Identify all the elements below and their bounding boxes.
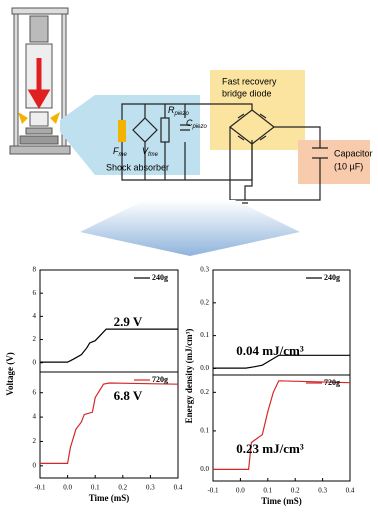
y-tick-label: 0.2 xyxy=(200,298,209,306)
x-tick-label: 0.0 xyxy=(236,487,245,495)
annotation: 0.23 mJ/cm³ xyxy=(236,441,304,456)
y-tick-label: 0.0 xyxy=(200,465,209,473)
x-tick-label: 0.0 xyxy=(63,484,72,492)
data-line xyxy=(213,354,350,369)
y-tick-label: 0.0 xyxy=(200,364,209,372)
x-axis-label: Time (mS) xyxy=(261,496,302,506)
diagram-labels: Fast recovery bridge diode Rpiezo Cpiezo… xyxy=(106,76,373,172)
plot-frame xyxy=(39,269,179,373)
absorber-label: Shock absorber xyxy=(106,162,169,172)
annotation: 2.9 V xyxy=(114,314,143,329)
flow-arrow xyxy=(80,200,300,256)
capacitor-label: (10 µF) xyxy=(334,161,363,171)
legend-label: 240g xyxy=(152,273,168,282)
capacitor-region xyxy=(298,140,370,184)
y-tick-label: 0 xyxy=(33,358,37,366)
y-tick-label: 4 xyxy=(33,312,37,320)
annotation: 0.04 mJ/cm³ xyxy=(236,343,304,358)
legend-label: 240g xyxy=(324,273,340,282)
data-line xyxy=(213,380,351,470)
impact-arrow xyxy=(27,58,51,109)
legend-label: 720g xyxy=(324,378,340,387)
x-tick-label: 0.2 xyxy=(291,487,300,495)
y-tick-label: 8 xyxy=(33,266,37,274)
circuit xyxy=(118,103,328,204)
x-tick-label: 0.3 xyxy=(318,487,327,495)
y-tick-label: 0.1 xyxy=(200,427,209,435)
force-label: Fme xyxy=(113,146,127,157)
y-tick-label: 0 xyxy=(33,461,37,469)
marker xyxy=(50,112,60,124)
y-axis-label: Voltage (V) xyxy=(5,352,15,395)
plot-frame xyxy=(39,371,179,479)
bridge-label: bridge diode xyxy=(222,88,272,98)
annotation: 6.8 V xyxy=(114,388,143,403)
x-tick-label: 0.1 xyxy=(263,487,272,495)
data-line xyxy=(40,328,178,363)
x-tick-label: -0.1 xyxy=(34,484,46,492)
x-tick-label: 0.3 xyxy=(146,484,155,492)
x-tick-label: 0.2 xyxy=(118,484,127,492)
plot-frame xyxy=(212,269,351,376)
capacitor-label: Capacitor xyxy=(334,148,373,158)
y-axis-label: Energy density (mJ/cm³) xyxy=(184,329,194,424)
plot-frame xyxy=(212,374,351,482)
legend-label: 720g xyxy=(152,375,168,384)
bridge-label: Fast recovery xyxy=(222,76,277,86)
x-tick-label: 0.1 xyxy=(91,484,100,492)
voltage-label: Vfme xyxy=(142,146,159,157)
x-tick-label: 0.4 xyxy=(346,487,355,495)
y-tick-label: 4 xyxy=(33,413,37,421)
y-tick-label: 6 xyxy=(33,289,37,297)
y-tick-label: 2 xyxy=(33,437,37,445)
y-tick-label: 0.3 xyxy=(200,266,209,274)
x-tick-label: -0.1 xyxy=(207,487,219,495)
marker xyxy=(18,112,28,124)
data-line xyxy=(40,382,179,464)
y-tick-label: 6 xyxy=(33,388,37,396)
x-axis-label: Time (mS) xyxy=(89,493,130,503)
capacitance-label: Cpiezo xyxy=(186,118,208,129)
x-tick-label: 0.4 xyxy=(174,484,183,492)
y-tick-label: 0.1 xyxy=(200,331,209,339)
bridge-region xyxy=(210,70,305,150)
y-tick-label: 0.2 xyxy=(200,388,209,396)
y-tick-label: 2 xyxy=(33,335,37,343)
resistor-label: Rpiezo xyxy=(168,105,190,116)
